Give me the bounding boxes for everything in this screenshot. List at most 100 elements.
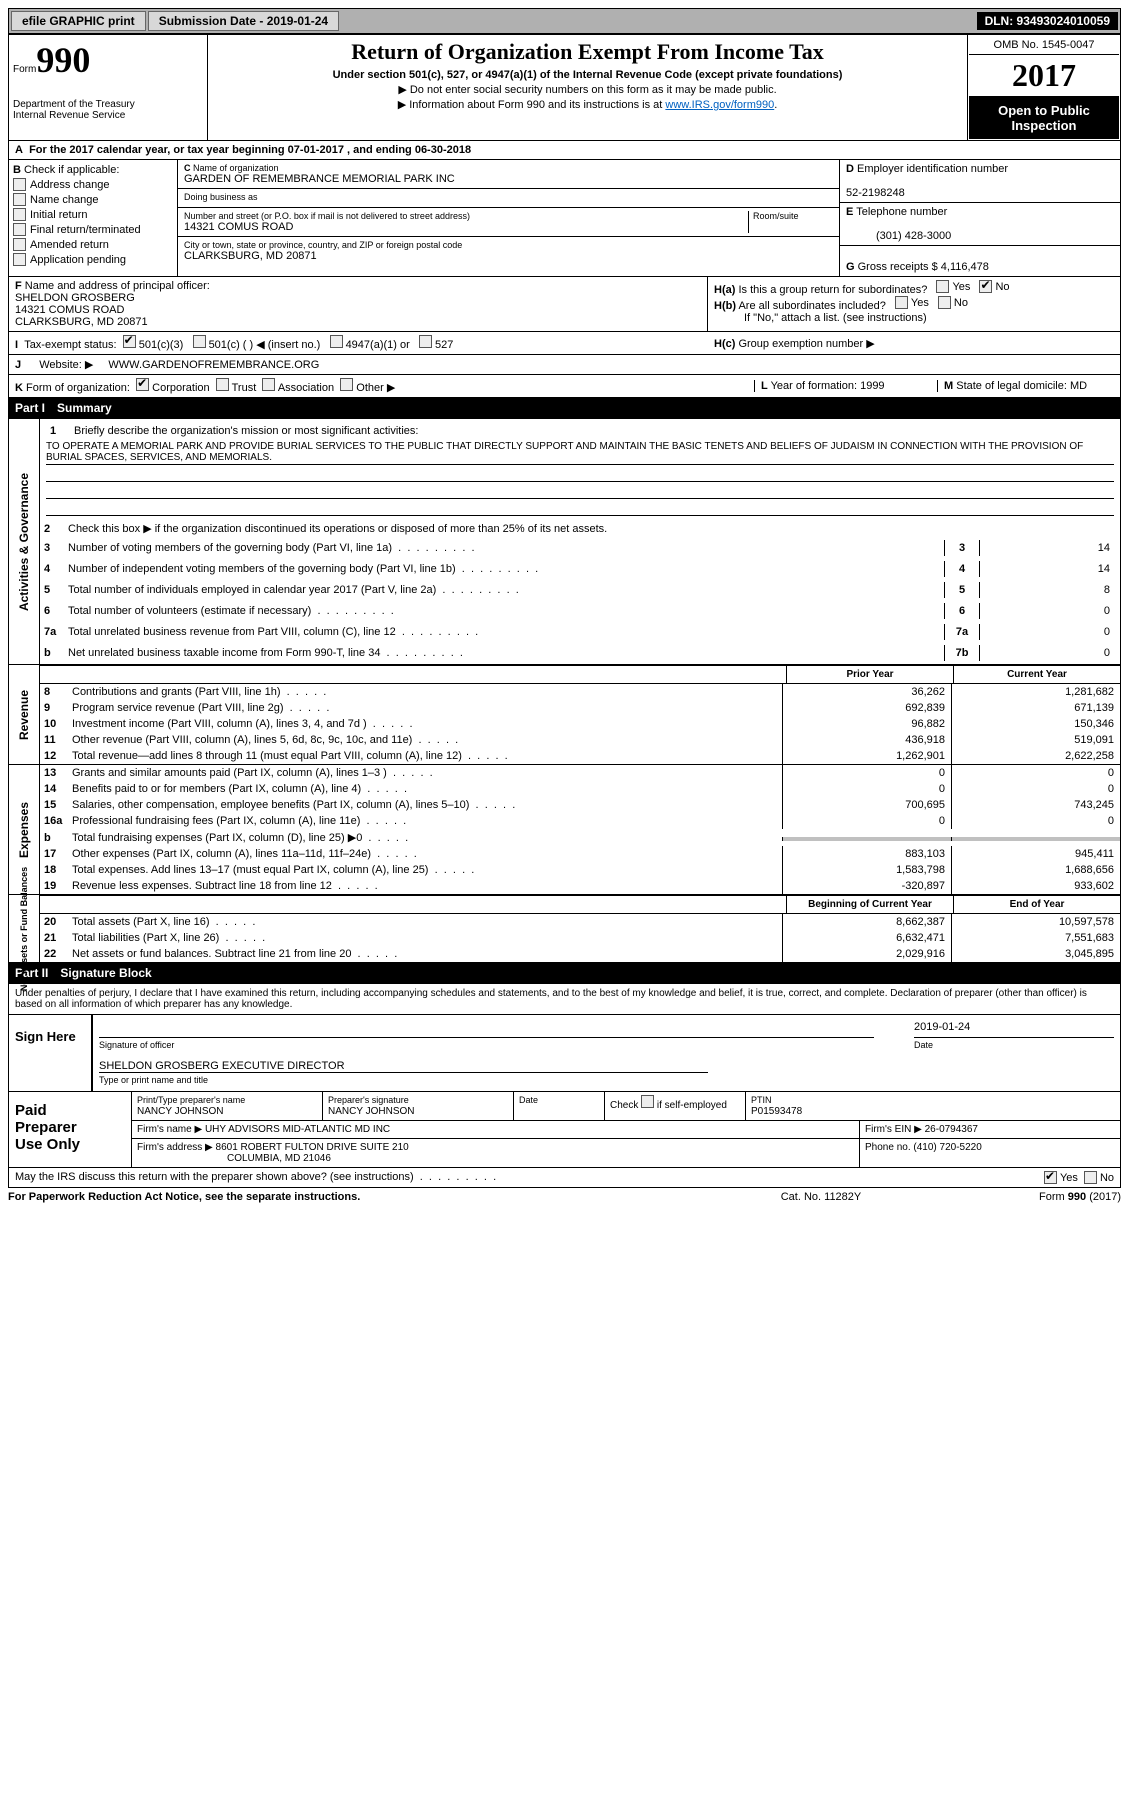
chk-corp[interactable] — [136, 378, 149, 391]
val-current: 743,245 — [951, 797, 1120, 813]
ha-label: Is this a group return for subordinates? — [738, 284, 927, 296]
line-text: Total revenue—add lines 8 through 11 (mu… — [72, 748, 782, 764]
chk-4947[interactable] — [330, 335, 343, 348]
val-current: 671,139 — [951, 700, 1120, 716]
side-activities: Activities & Governance — [9, 419, 40, 664]
room-label: Room/suite — [753, 211, 833, 221]
line-text: Salaries, other compensation, employee b… — [72, 797, 782, 813]
hb-no[interactable] — [938, 296, 951, 309]
lbl-amended-return: Amended return — [30, 239, 109, 251]
val-prior: 96,882 — [782, 716, 951, 732]
lbl-name-change: Name change — [30, 194, 99, 206]
lbl-final-return: Final return/terminated — [30, 224, 141, 236]
firm-phone: (410) 720-5220 — [913, 1142, 981, 1153]
typed-name: SHELDON GROSBERG EXECUTIVE DIRECTOR — [99, 1060, 708, 1073]
val-current: 933,602 — [951, 878, 1120, 894]
chk-application-pending[interactable] — [13, 253, 26, 266]
chk-initial-return[interactable] — [13, 208, 26, 221]
val-prior: 0 — [782, 765, 951, 781]
chk-501c3[interactable] — [123, 335, 136, 348]
val-prior — [782, 837, 951, 841]
tax-year: 2017 — [969, 55, 1119, 97]
l1-label: Briefly describe the organization's miss… — [74, 425, 1110, 437]
line-boxnum: 6 — [944, 603, 980, 619]
topbar: efile GRAPHIC print Submission Date - 20… — [8, 8, 1121, 34]
val-prior: 1,583,798 — [782, 862, 951, 878]
col-B: B Check if applicable: Address change Na… — [9, 160, 178, 276]
part-i-num: Part I — [15, 401, 45, 415]
chk-amended-return[interactable] — [13, 238, 26, 251]
val-current: 1,281,682 — [951, 684, 1120, 700]
dba-label: Doing business as — [184, 192, 833, 202]
val-current: 3,045,895 — [951, 946, 1120, 962]
chk-self-employed[interactable] — [641, 1095, 654, 1108]
line-text: Grants and similar amounts paid (Part IX… — [72, 765, 782, 781]
chk-name-change[interactable] — [13, 193, 26, 206]
col-CDE: C Name of organization GARDEN OF REMEMBR… — [178, 160, 840, 276]
form-subtitle: Under section 501(c), 527, or 4947(a)(1)… — [218, 69, 957, 81]
hb-label: Are all subordinates included? — [738, 300, 885, 312]
footer-left: For Paperwork Reduction Act Notice, see … — [8, 1191, 721, 1203]
submission-date-value: 2019-01-24 — [267, 14, 328, 28]
col-end-year: End of Year — [953, 896, 1120, 913]
part-i-title: Summary — [57, 401, 112, 415]
ha-no[interactable] — [979, 280, 992, 293]
val-current — [951, 837, 1120, 841]
part-i-netassets: Net Assets or Fund Balances Beginning of… — [8, 895, 1121, 963]
line-text: Professional fundraising fees (Part IX, … — [72, 813, 782, 829]
irs-link[interactable]: www.IRS.gov/form990 — [665, 99, 774, 111]
year-formation-label: Year of formation: — [771, 380, 857, 392]
chk-trust[interactable] — [216, 378, 229, 391]
val-current: 0 — [951, 765, 1120, 781]
paid-preparer: PaidPreparerUse Only — [9, 1092, 132, 1167]
val-prior: 6,632,471 — [782, 930, 951, 946]
sig-officer-label: Signature of officer — [99, 1040, 874, 1050]
line-text: Investment income (Part VIII, column (A)… — [72, 716, 782, 732]
org-name-label: Name of organization — [193, 163, 279, 173]
chk-assoc[interactable] — [262, 378, 275, 391]
val-prior: 0 — [782, 781, 951, 797]
ptin: P01593478 — [751, 1106, 802, 1117]
date-label: Date — [914, 1040, 1114, 1050]
street-value: 14321 COMUS ROAD — [184, 221, 748, 233]
line-text: Total unrelated business revenue from Pa… — [68, 626, 944, 638]
chk-other[interactable] — [340, 378, 353, 391]
footer-mid: Cat. No. 11282Y — [721, 1191, 921, 1203]
val-current: 945,411 — [951, 846, 1120, 862]
chk-address-change[interactable] — [13, 178, 26, 191]
sign-here: Sign Here — [9, 1015, 93, 1091]
val-current: 10,597,578 — [951, 914, 1120, 930]
val-prior: 436,918 — [782, 732, 951, 748]
sig-declaration: Under penalties of perjury, I declare th… — [9, 984, 1120, 1015]
row-A: A For the 2017 calendar year, or tax yea… — [8, 141, 1121, 160]
ha-yes[interactable] — [936, 280, 949, 293]
dln: DLN: 93493024010059 — [977, 12, 1118, 30]
efile-print-button[interactable]: efile GRAPHIC print — [11, 11, 146, 31]
line-boxnum: 5 — [944, 582, 980, 598]
officer-name: SHELDON GROSBERG — [15, 292, 135, 304]
part-ii-title: Signature Block — [60, 966, 151, 980]
part-ii-header: Part II Signature Block — [8, 963, 1121, 984]
discuss-no[interactable] — [1084, 1171, 1097, 1184]
ein-label: Employer identification number — [857, 163, 1008, 175]
line-text: Benefits paid to or for members (Part IX… — [72, 781, 782, 797]
col-current-year: Current Year — [953, 666, 1120, 683]
hb-yes[interactable] — [895, 296, 908, 309]
header-left: Form990 Department of the TreasuryIntern… — [9, 35, 208, 141]
val-prior: 883,103 — [782, 846, 951, 862]
chk-501c[interactable] — [193, 335, 206, 348]
col-prior-year: Prior Year — [786, 666, 953, 683]
chk-527[interactable] — [419, 335, 432, 348]
line-text: Total fundraising expenses (Part IX, col… — [72, 829, 782, 846]
discuss-yes[interactable] — [1044, 1171, 1057, 1184]
val-prior: -320,897 — [782, 878, 951, 894]
section-B-G: B Check if applicable: Address change Na… — [8, 160, 1121, 277]
hb-note: If "No," attach a list. (see instruction… — [714, 312, 1114, 324]
website-label: Website: ▶ — [39, 358, 93, 371]
part-i-expenses: Expenses 13Grants and similar amounts pa… — [8, 765, 1121, 895]
side-netassets: Net Assets or Fund Balances — [9, 895, 40, 962]
chk-final-return[interactable] — [13, 223, 26, 236]
val-prior: 1,262,901 — [782, 748, 951, 764]
line-val: 0 — [980, 626, 1116, 638]
val-prior: 0 — [782, 813, 951, 829]
